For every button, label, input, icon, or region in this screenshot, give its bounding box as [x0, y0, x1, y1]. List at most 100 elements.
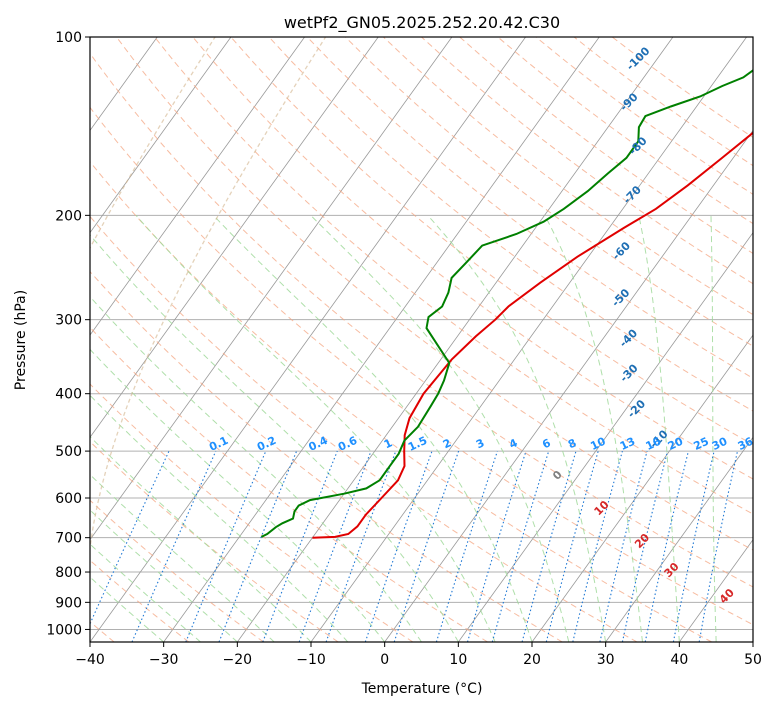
y-tick-label: 1000: [46, 622, 82, 638]
temperature-isopleth-label: 40: [717, 586, 737, 606]
dry-adiabat-line: [230, 37, 753, 446]
mixing-ratio-line: [298, 450, 372, 642]
dry-adiabat-line: [116, 37, 753, 551]
dry-adiabat-line: [90, 440, 339, 642]
frost-isopleth-label: -30: [617, 361, 640, 384]
isotherm-line: [90, 37, 232, 234]
frost-isopleth-label: -100: [624, 44, 653, 73]
y-tick-label: 400: [55, 387, 82, 403]
mixing-ratio-label: 4: [507, 436, 520, 451]
isotherm-line: [752, 641, 753, 642]
y-tick-label: 600: [55, 491, 82, 507]
temperature-isopleth-label: 30: [662, 560, 682, 580]
dewpoint-profile-line: [260, 69, 753, 538]
moist-adiabat-line: [638, 215, 680, 642]
moist-adiabat-line: [90, 394, 349, 642]
mixing-ratio-label: 1: [382, 436, 394, 451]
moist-adiabat-line: [90, 435, 312, 642]
moist-adiabat-line: [213, 214, 533, 642]
y-tick-label: 900: [55, 595, 82, 611]
dry-adiabat-line: [90, 161, 712, 642]
x-tick-label: −40: [75, 652, 105, 668]
isotherm-line: [90, 37, 379, 439]
x-tick-label: 20: [523, 652, 541, 668]
x-axis-label: Temperature (°C): [361, 681, 483, 697]
moist-adiabat-line: [427, 214, 607, 642]
y-axis-ticks: 100 200 300 400 500 600 700 800 900 1000: [46, 30, 90, 638]
mixing-ratio-line: [621, 450, 669, 642]
dry-adiabat-line: [344, 37, 753, 347]
frost-isopleth-label: -50: [609, 286, 632, 309]
mixing-ratio-label: 20: [666, 435, 686, 453]
dry-adiabat-line: [611, 37, 753, 139]
isotherm-line: [237, 37, 674, 642]
dry-adiabat-line: [268, 37, 753, 412]
mixing-ratio-line: [672, 450, 715, 642]
temperature-isopleth-label: 20: [632, 531, 652, 551]
y-tick-label: 300: [55, 313, 82, 329]
mixing-ratio-line: [545, 450, 599, 642]
y-tick-label: 800: [55, 565, 82, 581]
dry-adiabat-line: [421, 37, 753, 285]
mixing-ratio-label: 8: [566, 436, 578, 451]
frost-isopleth-label: -90: [617, 90, 640, 113]
mixing-ratio-line: [262, 450, 338, 642]
dry-adiabat-line: [192, 37, 753, 480]
dry-adiabat-line: [154, 37, 753, 515]
mixing-ratio-line: [572, 450, 623, 642]
mixing-ratio-label: 2: [441, 436, 453, 451]
mixing-ratio-line: [521, 450, 577, 642]
mixing-ratio-line: [435, 450, 498, 642]
plot-frame: [89, 36, 754, 643]
mixing-ratio-line: [90, 450, 170, 626]
isotherm-line: [0, 37, 10, 642]
mixing-ratio-label: 3: [474, 436, 486, 451]
moist-adiabat-line: [710, 215, 717, 642]
x-tick-label: 40: [670, 652, 688, 668]
moist-adiabat-line: [544, 215, 643, 642]
mixing-ratio-line: [364, 450, 433, 642]
mixing-ratio-line: [131, 450, 217, 642]
dry-adiabat-line: [90, 499, 264, 642]
isotherm-line: [90, 37, 305, 336]
chart-title: wetPf2_GN05.2025.252.20.42.C30: [284, 13, 560, 33]
mixing-ratio-line: [644, 450, 689, 642]
mixing-ratio-label: 30: [710, 435, 730, 453]
isotherm-line: [90, 37, 453, 541]
profiles: [260, 69, 753, 539]
mixing-ratio-line: [491, 450, 550, 642]
moist-adiabat-line: [90, 348, 386, 642]
mixing-ratio-line: [185, 450, 267, 642]
temperature-isopleth-label: 0: [550, 468, 565, 483]
isotherm-line: [531, 334, 753, 642]
mixing-ratio-label: 6: [540, 436, 553, 451]
isotherm-line: [163, 37, 600, 642]
x-tick-label: −30: [149, 652, 179, 668]
mixing-ratio-line: [698, 450, 739, 642]
mixing-ratio-label: 13: [618, 435, 637, 453]
ice-curve-line: [90, 37, 327, 642]
dry-adiabat-line: [306, 37, 753, 379]
x-tick-label: 0: [380, 652, 389, 668]
mixing-ratio-line: [393, 450, 460, 642]
moist-adiabat-line: [90, 473, 275, 642]
frost-isopleth-label: -60: [610, 239, 633, 262]
y-axis-label: Pressure (hPa): [13, 290, 29, 390]
x-tick-label: −10: [296, 652, 326, 668]
x-tick-label: −20: [223, 652, 253, 668]
temperature-profile-line: [312, 131, 753, 539]
frost-isopleth-label: -70: [621, 183, 644, 206]
x-tick-label: 10: [449, 652, 467, 668]
isotherm-line: [90, 37, 526, 642]
isotherm-line: [458, 232, 753, 642]
moist-adiabat-line: [135, 214, 496, 642]
y-tick-label: 100: [55, 30, 82, 46]
ice-curve-line: [90, 37, 216, 250]
y-tick-label: 200: [55, 208, 82, 224]
frost-isopleth-label: -20: [625, 397, 648, 420]
background-lines: [0, 37, 753, 642]
x-tick-label: 30: [597, 652, 615, 668]
x-axis-ticks: −40 −30 −20 −10 0 10 20 30 40 50: [75, 642, 762, 668]
moist-adiabat-line: [90, 295, 422, 642]
